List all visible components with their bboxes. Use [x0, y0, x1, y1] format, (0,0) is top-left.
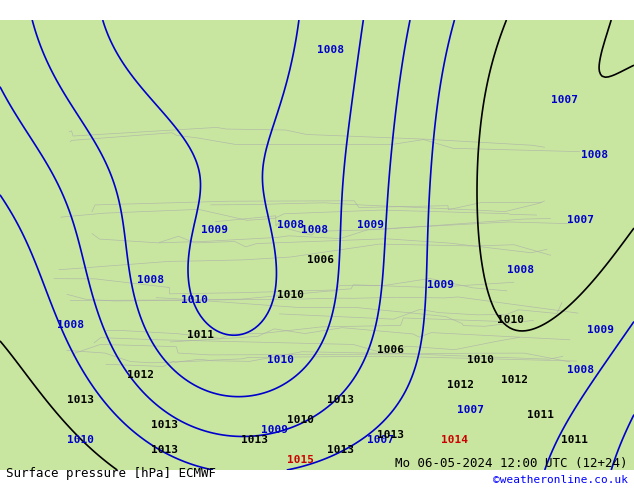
Text: 1009: 1009	[261, 425, 288, 435]
Text: Surface pressure [hPa] ECMWF: Surface pressure [hPa] ECMWF	[6, 467, 216, 480]
Text: 1007: 1007	[456, 405, 484, 415]
Text: 1007: 1007	[552, 95, 578, 105]
Text: Mo 06-05-2024 12:00 UTC (12+24): Mo 06-05-2024 12:00 UTC (12+24)	[395, 457, 628, 470]
Text: 1010: 1010	[287, 415, 313, 425]
Text: 1008: 1008	[316, 45, 344, 55]
Text: 1010: 1010	[496, 315, 524, 325]
Text: 1013: 1013	[242, 435, 269, 445]
Text: 1013: 1013	[327, 445, 354, 455]
Text: 1010: 1010	[67, 435, 93, 445]
Text: ©weatheronline.co.uk: ©weatheronline.co.uk	[493, 475, 628, 485]
Text: 1012: 1012	[127, 370, 153, 380]
FancyBboxPatch shape	[0, 20, 634, 470]
Text: 1009: 1009	[427, 280, 453, 290]
Text: 1008: 1008	[302, 225, 328, 235]
Text: 1008: 1008	[136, 275, 164, 285]
Text: 1013: 1013	[152, 445, 179, 455]
Text: 1011: 1011	[526, 410, 553, 420]
Text: 1011: 1011	[186, 330, 214, 340]
Text: 1010: 1010	[181, 295, 209, 305]
Text: 1012: 1012	[501, 375, 529, 385]
Text: 1009: 1009	[202, 225, 228, 235]
Text: 1006: 1006	[306, 255, 333, 265]
Text: 1011: 1011	[562, 435, 588, 445]
Text: 1012: 1012	[446, 380, 474, 390]
Text: 1013: 1013	[377, 430, 403, 440]
Text: 1013: 1013	[67, 395, 93, 405]
Text: 1008: 1008	[581, 150, 609, 160]
Text: 1015: 1015	[287, 455, 313, 465]
Text: 1006: 1006	[377, 345, 403, 355]
Text: 1010: 1010	[276, 290, 304, 300]
Text: 1008: 1008	[567, 365, 593, 375]
Text: 1010: 1010	[266, 355, 294, 365]
Text: 1009: 1009	[586, 325, 614, 335]
Text: 1007: 1007	[567, 215, 593, 225]
Text: 1009: 1009	[356, 220, 384, 230]
Text: 1013: 1013	[327, 395, 354, 405]
Text: 1010: 1010	[467, 355, 493, 365]
Text: 1013: 1013	[152, 420, 179, 430]
Text: 1008: 1008	[56, 320, 84, 330]
Text: 1014: 1014	[441, 435, 469, 445]
Text: 1007: 1007	[366, 435, 394, 445]
Text: 1008: 1008	[276, 220, 304, 230]
Text: 1008: 1008	[507, 265, 533, 275]
